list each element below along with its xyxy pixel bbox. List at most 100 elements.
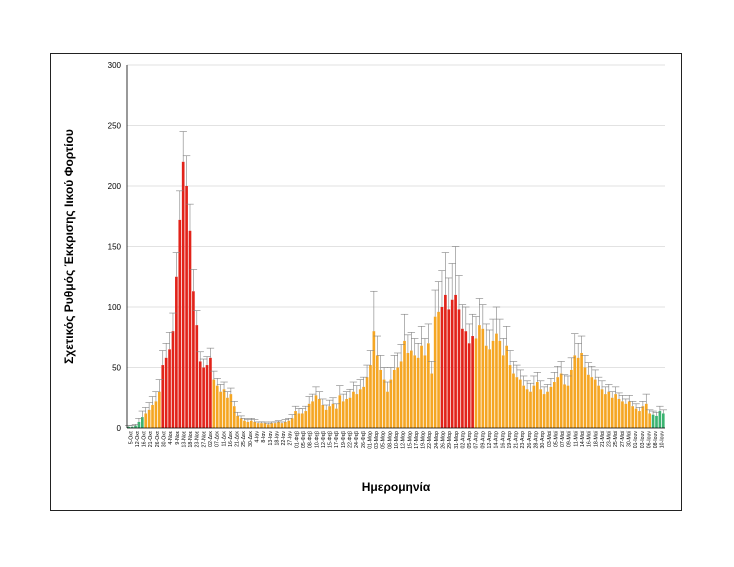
bar [403, 340, 406, 428]
bar [437, 311, 440, 428]
bar [382, 379, 386, 428]
bar [324, 409, 328, 428]
bar [219, 391, 222, 428]
bars-group [127, 161, 665, 429]
x-tick-label: 15-Φεβ [328, 431, 334, 448]
x-tick-label: 10-Φεβ [314, 431, 320, 448]
x-tick-label: 9-Νοε [175, 430, 181, 444]
bar [389, 379, 393, 428]
bar [372, 331, 376, 428]
y-tick-label: 300 [108, 61, 122, 70]
gridlines [127, 64, 665, 429]
bar [559, 373, 563, 428]
x-tick-label: 18-Ιαν [274, 431, 280, 446]
bar [352, 391, 355, 428]
x-tick-label: 08-Ιουν [653, 431, 659, 449]
x-tick-label: 26-Φεβ [361, 431, 367, 448]
x-axis-title: Ημερομηνία [362, 480, 431, 494]
bar [318, 398, 321, 428]
y-tick-label: 50 [112, 364, 121, 373]
x-tick-label: 10-Ιουν [660, 431, 666, 449]
bar [338, 395, 342, 428]
bar [205, 365, 209, 428]
x-tick-label: 23-Μαϊ [607, 430, 613, 447]
bar [127, 426, 131, 428]
bar [423, 355, 427, 428]
x-tick-label: 12-Φεβ [321, 431, 327, 448]
x-tick-label: 16-Οκτ [142, 431, 148, 447]
bar [232, 406, 236, 428]
bar [587, 374, 590, 428]
axes [126, 65, 665, 429]
bar [597, 385, 600, 428]
bar [369, 365, 372, 428]
bar [655, 415, 658, 428]
x-tick-label: 17-Φεβ [334, 431, 340, 448]
bar [358, 389, 362, 428]
bar [392, 369, 396, 428]
bar [525, 389, 529, 428]
bar [461, 328, 464, 428]
bar [413, 355, 417, 428]
bar [222, 389, 226, 428]
bar [307, 403, 311, 428]
chart-frame: 0 50 100 150 200 250 300 5-Οκτ 12-Οκτ 16-Οκτ 21-Ο… [50, 53, 682, 511]
bar [583, 367, 587, 428]
bar [362, 386, 365, 428]
bar [614, 394, 617, 428]
bar [335, 408, 338, 428]
x-tick-label: 19-Απρ [507, 431, 513, 449]
bar [284, 421, 287, 428]
bar [151, 405, 154, 428]
x-tick-label: 10-Μαρ [394, 431, 400, 449]
x-tick-label: 11-Μαϊ [573, 430, 579, 446]
bar [478, 325, 481, 428]
x-tick-label: 19-Μαρ [421, 431, 427, 449]
bar [161, 365, 165, 428]
bar [600, 389, 604, 428]
bar [273, 423, 277, 428]
bar [488, 349, 491, 428]
bar [644, 403, 648, 428]
bar [236, 415, 239, 428]
bar [539, 389, 543, 428]
x-tick-label: 07-Δεκ [215, 431, 221, 447]
bar [253, 421, 257, 428]
bar [399, 361, 403, 428]
bar [215, 385, 219, 428]
bar [634, 408, 638, 428]
bar [406, 352, 410, 428]
bar [512, 373, 515, 428]
bar [185, 186, 188, 428]
bar [266, 424, 270, 428]
bar [311, 401, 314, 428]
bar [631, 406, 634, 428]
bar [590, 377, 594, 428]
bar [280, 423, 284, 428]
x-tick-label: 26-Μαρ [440, 431, 446, 449]
bar [144, 413, 148, 428]
bar [580, 352, 583, 428]
bar-chart: 0 50 100 150 200 250 300 5-Οκτ 12-Οκτ 16-Οκτ 21-Ο… [62, 61, 668, 494]
y-tick-label: 150 [108, 243, 122, 252]
bar [147, 409, 151, 428]
x-tick-label: 4-Ιαν [255, 431, 261, 443]
x-tick-label: 27-Νοε [201, 430, 207, 447]
bar [195, 325, 199, 428]
bar [556, 377, 560, 428]
x-tick-label: 03-Μαρ [374, 431, 380, 449]
x-tick-label: 16-Δεκ [228, 431, 234, 447]
bar [440, 307, 444, 428]
bar [570, 369, 573, 428]
x-tick-label: 26-Οκτ [155, 431, 161, 447]
y-tick-label: 200 [108, 182, 122, 191]
bar [641, 406, 645, 428]
x-tick-label: 15-Μαρ [407, 431, 413, 449]
x-tick-label: 21-Απρ [514, 431, 520, 449]
x-tick-label: 12-Μαρ [401, 431, 407, 449]
bar [420, 345, 423, 428]
bar [474, 338, 478, 428]
x-tick-label: 24-Φεβ [354, 431, 360, 448]
x-tick-label: 27-Μαϊ [620, 430, 626, 447]
x-tick-label: 08-Μαρ [387, 431, 393, 449]
